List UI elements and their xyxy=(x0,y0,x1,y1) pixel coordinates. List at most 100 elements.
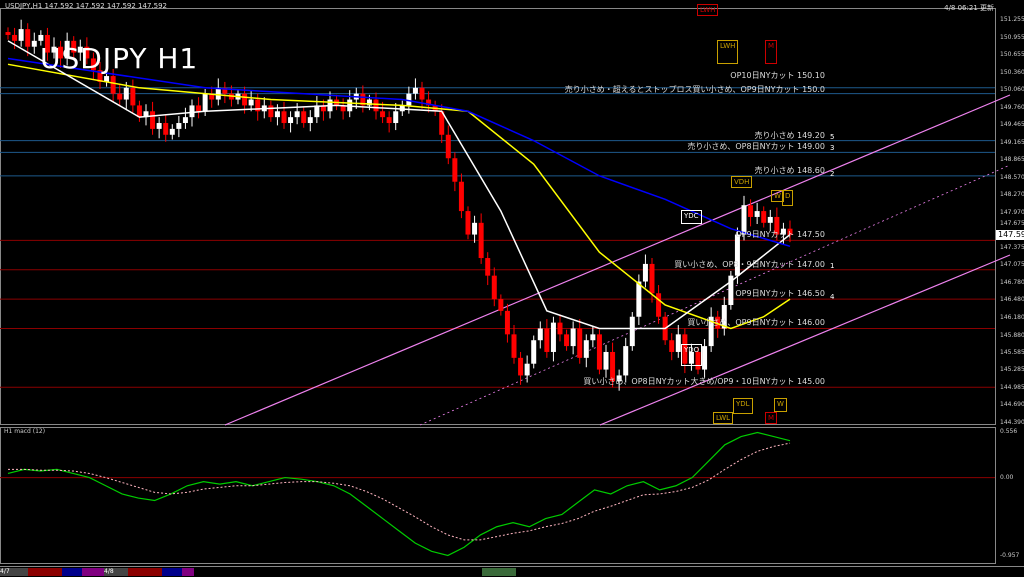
candle-body xyxy=(248,99,254,106)
macd-label: H1 macd (12) xyxy=(4,428,46,435)
candle-body xyxy=(314,105,320,118)
macd-signal-line xyxy=(8,442,791,541)
candle-body xyxy=(780,228,786,235)
candle-body xyxy=(31,40,37,47)
date-label: 4/7 xyxy=(0,568,28,576)
moving-average-blue xyxy=(7,57,791,248)
level-marker-box: W xyxy=(771,190,784,202)
candle-body xyxy=(616,375,622,382)
candle-body xyxy=(5,32,11,35)
candle-body xyxy=(156,123,162,129)
candle-body xyxy=(524,363,530,376)
candle-body xyxy=(577,328,583,358)
candle-body xyxy=(274,111,280,118)
macd-line xyxy=(7,431,791,557)
candle-body xyxy=(320,105,326,112)
candle-body xyxy=(702,346,708,370)
candle-body xyxy=(537,328,543,341)
main-pane-border xyxy=(0,8,996,425)
candle-body xyxy=(629,316,635,347)
candle-body xyxy=(406,93,412,106)
macd-tick-label: -0.957 xyxy=(1000,552,1020,559)
candle-body xyxy=(472,222,478,235)
y-tick-label: 149.465 xyxy=(1000,121,1024,129)
candle-body xyxy=(550,322,556,352)
level-label: 買い小さめ、OP8日NYカット大きめ/OP9・10日NYカット 145.00 xyxy=(583,377,825,387)
symbol-info: USDJPY,H1 147.592 147.592 147.592 147.59… xyxy=(5,2,167,10)
candle-body xyxy=(169,128,175,135)
level-marker-box: D xyxy=(782,190,794,206)
candle-body xyxy=(150,111,156,129)
candle-body xyxy=(426,99,432,106)
candle-body xyxy=(176,123,182,129)
candle-body xyxy=(143,111,149,118)
candle-body xyxy=(445,134,451,159)
candle-body xyxy=(380,111,386,118)
level-label: 買い小さめ、OP8・9日NYカット 147.00 xyxy=(674,259,825,269)
level-marker-box: M xyxy=(765,412,778,424)
candle-body xyxy=(656,293,662,317)
candle-body xyxy=(307,117,313,124)
candle-body xyxy=(25,29,31,47)
macd-tick-label: 0.556 xyxy=(1000,428,1018,435)
level-marker-box: LWH xyxy=(717,40,739,64)
candle-body xyxy=(491,275,497,300)
chart-title: USDJPY H1 xyxy=(40,42,199,75)
candle-body xyxy=(688,351,694,364)
level-marker-box: YDL xyxy=(733,398,753,414)
candle-body xyxy=(44,34,50,53)
y-tick-label: 147.075 xyxy=(1000,261,1024,269)
candle-body xyxy=(748,205,754,217)
candle-body xyxy=(583,340,589,358)
candle-body xyxy=(373,99,379,112)
y-tick-label: 148.270 xyxy=(1000,191,1024,199)
candle-body xyxy=(393,111,399,124)
level-marker-box: W xyxy=(774,398,787,412)
timeline-bar[interactable]: 4/7 4/8 xyxy=(0,566,1024,577)
candle-body xyxy=(478,222,484,259)
candle-body xyxy=(564,334,570,347)
candle-body xyxy=(84,46,90,59)
y-tick-label: 151.255 xyxy=(1000,16,1024,23)
candle-body xyxy=(215,87,221,100)
macd-pane-border xyxy=(0,427,996,564)
candle-body xyxy=(360,93,366,106)
level-label: OP10日NYカット 150.10 xyxy=(730,70,825,80)
wave-number-label: 3 xyxy=(830,144,835,152)
candle-body xyxy=(202,93,208,112)
wave-number-label: 2 xyxy=(830,170,835,178)
wave-number-label: 4 xyxy=(830,293,835,301)
candle-body xyxy=(255,99,261,112)
candle-body xyxy=(734,234,740,276)
level-label: 売り小さめ・超えるとストップロス買い小さめ、OP9日NYカット 150.0 xyxy=(564,84,825,94)
candle-body xyxy=(695,351,701,370)
candle-body xyxy=(721,305,727,329)
candle-body xyxy=(603,351,609,370)
session-segment xyxy=(182,568,194,576)
date-label: 4/8 xyxy=(104,568,128,576)
candle-body xyxy=(708,316,714,347)
channel-lower-line xyxy=(599,254,1011,426)
update-time: 4/8 06:21 更新 xyxy=(944,4,994,12)
wave-number-label: 5 xyxy=(830,133,835,141)
candle-body xyxy=(97,70,103,82)
y-tick-label: 146.480 xyxy=(1000,296,1024,304)
y-tick-label: 149.165 xyxy=(1000,138,1024,146)
candle-body xyxy=(189,105,195,118)
level-label: OP9日NYカット 146.50 xyxy=(735,289,825,299)
level-label: 売り小さめ 149.20 xyxy=(754,130,825,140)
level-marker-box: LWH xyxy=(697,4,719,16)
candle-body xyxy=(366,99,372,106)
session-segment xyxy=(482,568,516,576)
y-tick-label: 147.970 xyxy=(1000,208,1024,216)
candle-body xyxy=(511,334,517,358)
candle-body xyxy=(123,87,129,100)
y-tick-label: 147.675 xyxy=(1000,220,1024,227)
candle-body xyxy=(38,34,44,41)
candle-body xyxy=(386,117,392,124)
candle-body xyxy=(340,105,346,112)
candle-body xyxy=(182,117,188,124)
candle-body xyxy=(761,211,767,223)
candle-body xyxy=(596,334,602,370)
